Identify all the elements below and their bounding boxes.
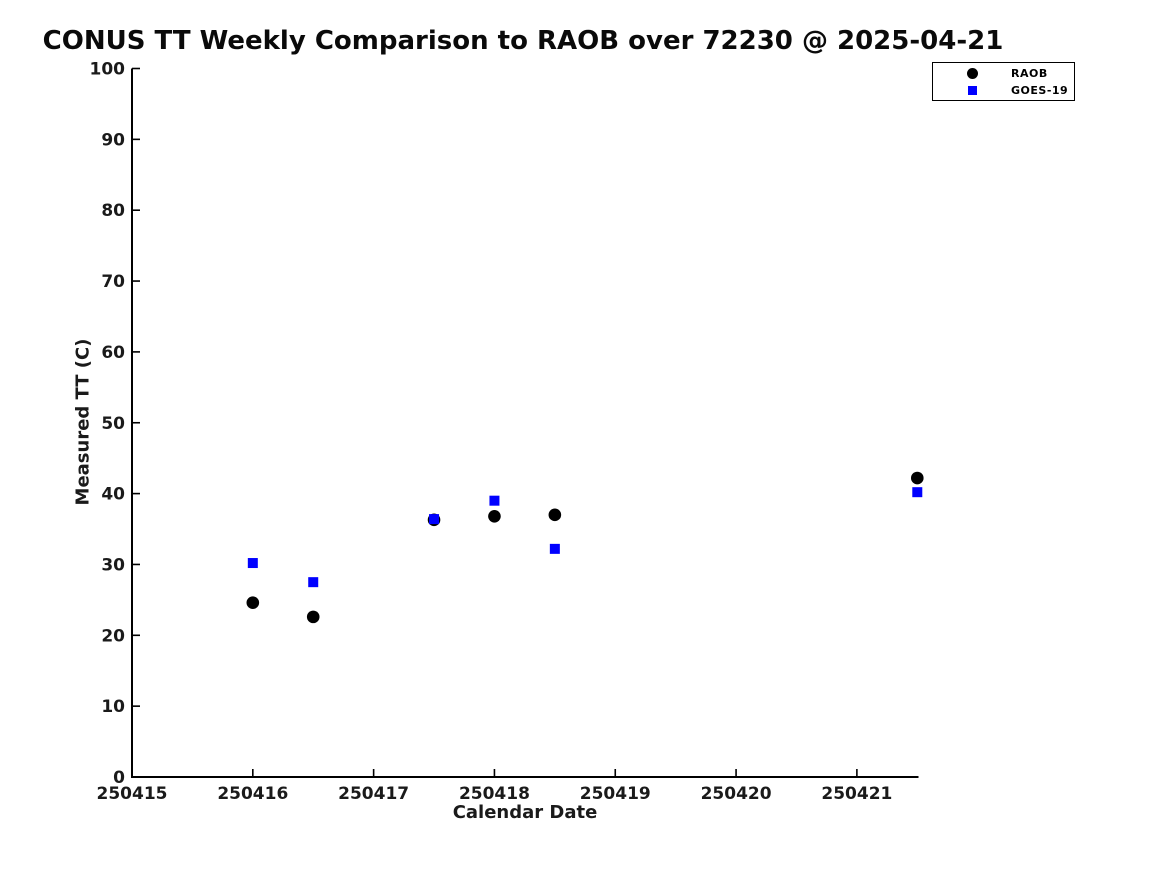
chart-title: CONUS TT Weekly Comparison to RAOB over …: [42, 26, 1004, 56]
y-tick-label: 20: [101, 626, 125, 646]
y-tick-label: 50: [101, 414, 125, 434]
x-tick-label: 250421: [821, 784, 892, 804]
x-tick-label: 250416: [217, 784, 288, 804]
goes-19-point: [429, 514, 440, 525]
y-tick-label: 40: [101, 485, 125, 505]
x-tick-label: 250417: [338, 784, 409, 804]
legend-label: GOES-19: [1011, 83, 1069, 97]
goes-19-point: [549, 543, 560, 554]
raob-point: [246, 596, 260, 610]
goes-19-point: [308, 577, 319, 588]
legend-item-goes-19: GOES-19: [933, 83, 1074, 98]
y-tick-label: 0: [113, 768, 125, 788]
legend-item-raob: RAOB: [933, 66, 1074, 81]
y-tick-label: 30: [101, 555, 125, 575]
raob-point: [306, 610, 320, 624]
legend: RAOB GOES-19: [932, 62, 1075, 101]
x-axis-label: Calendar Date: [452, 802, 598, 823]
legend-square-icon: [933, 85, 1011, 95]
x-tick-label: 250419: [580, 784, 651, 804]
raob-point: [488, 509, 501, 523]
raob-point: [548, 508, 562, 522]
y-tick-label: 80: [101, 201, 125, 221]
axis-spines: [131, 68, 919, 778]
x-tick-label: 250420: [701, 784, 772, 804]
square-marker-glyph: [967, 85, 977, 95]
legend-label: RAOB: [1011, 66, 1048, 80]
y-tick-label: 100: [90, 60, 126, 80]
legend-circle-icon: [933, 67, 1011, 79]
y-tick-label: 70: [101, 272, 125, 292]
goes-19-point: [912, 487, 923, 498]
goes-19-point: [247, 558, 258, 569]
y-axis-label: Measured TT (C): [72, 338, 94, 506]
goes-19-point: [489, 495, 500, 506]
x-tick-label: 250415: [97, 784, 168, 804]
x-tick-label: 250418: [459, 784, 530, 804]
circle-marker-glyph: [966, 67, 978, 79]
y-tick-label: 90: [101, 130, 125, 150]
raob-point: [910, 471, 924, 485]
y-tick-label: 60: [101, 343, 125, 363]
y-tick-label: 10: [101, 697, 125, 717]
